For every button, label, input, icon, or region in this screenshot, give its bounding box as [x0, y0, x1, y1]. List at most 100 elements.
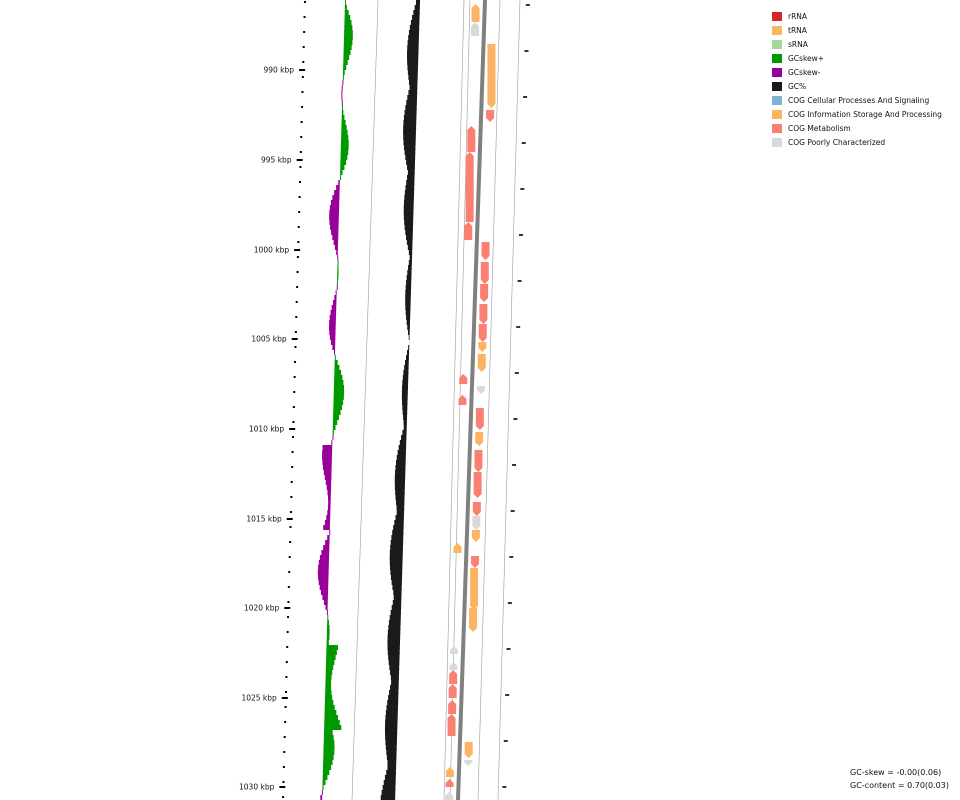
- gc-skew-bar: [340, 145, 349, 150]
- gc-content-bar: [396, 505, 405, 510]
- gene-feature: [453, 543, 462, 553]
- gc-content-bar: [406, 160, 415, 165]
- gc-skew-bar: [341, 135, 349, 140]
- gc-content-bar: [403, 135, 416, 140]
- gc-content-bar: [407, 170, 415, 175]
- gc-content-bar: [387, 765, 397, 770]
- gc-skew-bar: [324, 705, 335, 710]
- gc-skew-bar: [329, 530, 331, 535]
- gene-feature: [467, 126, 476, 152]
- tick-label: 995 kbp: [261, 156, 292, 165]
- gc-skew-bar: [326, 635, 330, 640]
- tick-label: 990 kbp: [263, 66, 294, 75]
- gc-content-bar: [387, 650, 400, 655]
- gc-skew-bar: [322, 780, 326, 785]
- gc-skew-bar: [342, 70, 345, 75]
- gc-content-bar: [385, 735, 398, 740]
- gc-content-bar: [389, 665, 400, 670]
- gc-content-bar: [405, 295, 411, 300]
- gc-skew-bar: [323, 760, 333, 765]
- gc-skew-bar: [329, 330, 336, 335]
- gc-skew-bar: [333, 410, 341, 415]
- tick-label: 1025 kbp: [241, 694, 277, 703]
- gc-skew-bar: [325, 665, 334, 670]
- gene-feature: [480, 284, 489, 302]
- legend-label: COG Cellular Processes And Signaling: [788, 95, 930, 105]
- gene-feature: [471, 4, 480, 22]
- gc-skew-bar: [329, 220, 339, 225]
- gene-feature: [474, 450, 483, 472]
- gc-content-bar: [408, 260, 412, 265]
- gc-skew-bar: [322, 445, 333, 450]
- gc-content-bar: [408, 30, 420, 35]
- gc-skew-bar: [332, 345, 336, 350]
- gc-skew-bar: [343, 50, 351, 55]
- gc-skew-bar: [322, 455, 332, 460]
- gc-content-bar: [404, 365, 409, 370]
- gene-feature: [448, 684, 457, 698]
- guide-line: [351, 0, 379, 800]
- gene-feature: [445, 779, 454, 787]
- gc-skew-bar: [333, 240, 339, 245]
- gc-content-bar: [405, 230, 413, 235]
- gc-skew-bar: [326, 485, 332, 490]
- gc-skew-bar: [324, 475, 332, 480]
- gc-skew-bar: [333, 395, 344, 400]
- guide-line: [477, 0, 501, 800]
- gene-feature: [486, 110, 495, 122]
- gc-skew-bar: [333, 415, 339, 420]
- gc-content-stat: GC-content = 0.70(0.03): [850, 781, 949, 790]
- gc-skew-bar: [330, 200, 340, 205]
- gc-skew-bar: [343, 45, 352, 50]
- gc-skew-bar: [327, 535, 330, 540]
- gc-skew-bar: [341, 115, 345, 120]
- gc-skew-bar: [341, 105, 343, 110]
- gc-content-bar: [403, 120, 417, 125]
- gc-skew-bar: [334, 350, 336, 355]
- gc-content-bar: [391, 680, 399, 685]
- gc-skew-bar: [323, 745, 335, 750]
- gc-content-bar: [392, 600, 402, 605]
- gc-skew-bar: [322, 450, 333, 455]
- gc-skew-bar: [343, 60, 348, 65]
- gc-content-bar: [408, 250, 413, 255]
- gc-skew-bar: [324, 730, 333, 735]
- gc-content-bar: [406, 275, 412, 280]
- gc-content-bar: [403, 115, 417, 120]
- gc-content-bar: [389, 615, 401, 620]
- gc-content-bar: [388, 695, 399, 700]
- gc-skew-bar: [318, 575, 329, 580]
- gc-content-bar: [405, 305, 411, 310]
- gc-skew-bar: [332, 195, 340, 200]
- gc-content-bar: [397, 450, 406, 455]
- gc-content-bar: [384, 775, 396, 780]
- gc-skew-bar: [326, 630, 330, 635]
- gc-skew-stat: GC-skew = -0.00(0.06): [850, 768, 942, 777]
- gc-content-bar: [402, 385, 408, 390]
- gc-skew-bar: [326, 610, 328, 615]
- gc-content-bar: [390, 685, 399, 690]
- gc-skew-bar: [329, 205, 340, 210]
- gc-skew-bar: [341, 85, 343, 90]
- gc-skew-bar: [324, 725, 342, 730]
- gc-skew-bar: [340, 160, 347, 165]
- gc-content-bar: [407, 65, 418, 70]
- gc-content-bar: [399, 440, 407, 445]
- gc-content-bar: [387, 760, 397, 765]
- gc-skew-bar: [328, 325, 336, 330]
- gc-content-bar: [405, 360, 409, 365]
- gc-skew-bar: [334, 355, 336, 360]
- gc-content-bar: [407, 245, 413, 250]
- gc-skew-bar: [337, 265, 339, 270]
- gc-skew-bar: [334, 365, 340, 370]
- gc-content-bar: [389, 555, 403, 560]
- gc-content-bar: [380, 795, 396, 800]
- gene-feature: [471, 556, 480, 568]
- gc-skew-bar: [323, 750, 335, 755]
- gc-content-bar: [387, 630, 401, 635]
- gc-content-bar: [403, 420, 407, 425]
- gc-content-bar: [394, 485, 405, 490]
- gc-content-bar: [385, 715, 398, 720]
- legend-label: GC%: [788, 81, 807, 91]
- gc-content-bar: [385, 720, 398, 725]
